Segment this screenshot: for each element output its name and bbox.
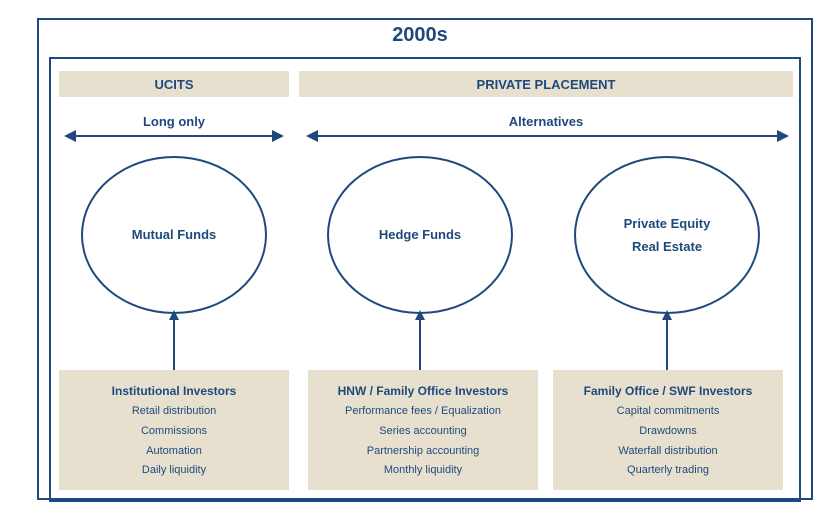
info-item: Daily liquidity <box>142 464 206 476</box>
info-item: Capital commitments <box>617 405 720 417</box>
info-item: Monthly liquidity <box>384 464 462 476</box>
arrow-left-cap-icon <box>306 130 318 142</box>
up-arrow-icon <box>662 310 672 320</box>
circle-label: Hedge Funds <box>379 223 461 246</box>
info-item: Waterfall distribution <box>618 445 717 457</box>
info-item: Quarterly trading <box>627 464 709 476</box>
circle-private-equity: Private Equity Real Estate <box>574 156 760 314</box>
arrow-alternatives <box>318 135 777 137</box>
header-private-placement: PRIVATE PLACEMENT <box>299 71 793 97</box>
circle-hedge-funds: Hedge Funds <box>327 156 513 314</box>
diagram-title: 2000s <box>0 24 840 47</box>
info-box-title: Family Office / SWF Investors <box>584 384 753 398</box>
info-item: Automation <box>146 445 202 457</box>
circle-mutual-funds: Mutual Funds <box>81 156 267 314</box>
arrow-long-only <box>76 135 272 137</box>
up-arrow-icon <box>415 310 425 320</box>
arrow-left-cap-icon <box>64 130 76 142</box>
info-box-title: HNW / Family Office Investors <box>338 384 509 398</box>
info-item: Partnership accounting <box>367 445 480 457</box>
header-ucits: UCITS <box>59 71 289 97</box>
arrow-right-cap-icon <box>777 130 789 142</box>
subheader-alternatives: Alternatives <box>299 114 793 129</box>
subheader-long-only: Long only <box>59 114 289 129</box>
info-item: Performance fees / Equalization <box>345 405 501 417</box>
circle-label: Real Estate <box>632 235 702 258</box>
circle-label: Mutual Funds <box>132 223 217 246</box>
info-item: Commissions <box>141 425 207 437</box>
arrow-right-cap-icon <box>272 130 284 142</box>
info-item: Retail distribution <box>132 405 216 417</box>
up-arrow-line <box>666 318 668 370</box>
up-arrow-line <box>173 318 175 370</box>
info-box-family-office: Family Office / SWF Investors Capital co… <box>553 370 783 490</box>
info-item: Drawdowns <box>639 425 696 437</box>
up-arrow-icon <box>169 310 179 320</box>
info-item: Series accounting <box>379 425 466 437</box>
circle-label: Private Equity <box>624 212 711 235</box>
up-arrow-line <box>419 318 421 370</box>
info-box-title: Institutional Investors <box>112 384 237 398</box>
info-box-institutional: Institutional Investors Retail distribut… <box>59 370 289 490</box>
info-box-hnw: HNW / Family Office Investors Performanc… <box>308 370 538 490</box>
